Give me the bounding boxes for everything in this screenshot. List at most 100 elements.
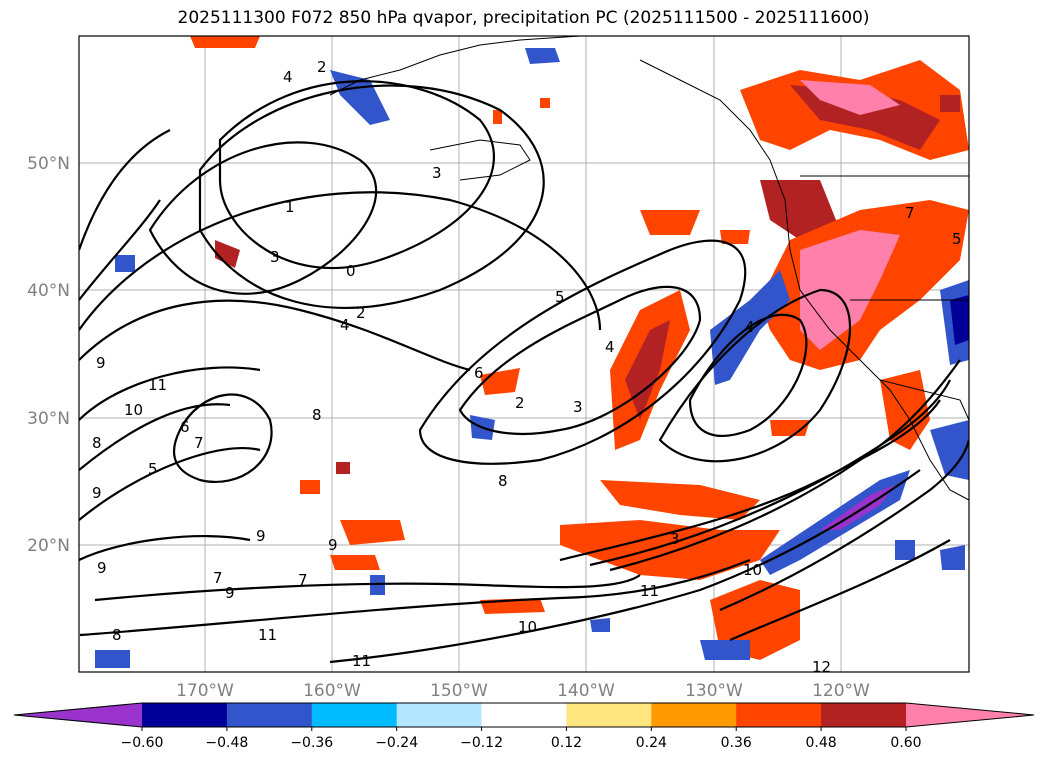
contour-label: 2 (317, 58, 327, 76)
contour-label: 3 (270, 248, 280, 266)
precip-area-blob-7 (940, 95, 960, 112)
precip-area-blob-1 (493, 110, 502, 124)
colorbar-segment (14, 703, 142, 727)
contour-label: 3 (573, 398, 583, 416)
precip-area-east-low (930, 420, 969, 480)
lat-label-30n: 30°N (27, 409, 70, 429)
colorbar-tick-label: −0.48 (205, 735, 248, 751)
colorbar-tick-label: −0.60 (121, 735, 164, 751)
precip-area-california-core (800, 230, 900, 350)
lon-label-160w: 160°W (303, 681, 361, 701)
precip-positive-areas (190, 36, 969, 660)
lon-label-150w: 150°W (430, 681, 488, 701)
colorbar-segment (142, 703, 228, 727)
precip-area-nw-pink (800, 80, 900, 115)
colorbar-segment (481, 703, 567, 727)
precip-area-top-neg (525, 48, 560, 64)
contour-label: 4 (340, 316, 350, 334)
precip-area-blob-4 (336, 462, 350, 474)
contour-label: 11 (258, 626, 277, 644)
colorbar-tick-label: −0.36 (290, 735, 333, 751)
contour-label: 9 (225, 584, 235, 602)
contour-label: 1 (285, 198, 295, 216)
precip-area-oregon (760, 180, 840, 240)
contour-labels: 4 2 3 1 3 0 2 4 5 4 6 2 3 8 9 11 10 8 6 … (92, 58, 962, 676)
colorbar-tick-label: −0.24 (375, 735, 418, 751)
contour-label: 9 (328, 536, 338, 554)
lon-label-170w: 170°W (176, 681, 234, 701)
precip-area-sw-neg (95, 650, 130, 668)
lon-label-130w: 130°W (685, 681, 743, 701)
precip-area-east-edge-core (950, 295, 969, 345)
contour-label: 3 (432, 164, 442, 182)
precip-area-blob-6 (720, 230, 750, 244)
contour-label: 11 (148, 376, 167, 394)
lon-label-140w: 140°W (557, 681, 615, 701)
precip-area-blob-5 (770, 420, 810, 436)
contour-label: 8 (498, 472, 508, 490)
precip-area-top (190, 36, 260, 48)
colorbar-tick-label: 0.60 (890, 735, 921, 751)
contour-label: 0 (346, 262, 356, 280)
colorbar-segment (736, 703, 822, 727)
lat-label-40n: 40°N (27, 281, 70, 301)
lat-label-20n: 20°N (27, 536, 70, 556)
contour-label: 8 (92, 434, 102, 452)
precip-area-mid-west-neg (370, 575, 385, 595)
contour-label: 8 (112, 626, 122, 644)
precip-area-se-neg (895, 540, 915, 560)
contour-label: 6 (474, 364, 484, 382)
contour-label: 7 (194, 434, 204, 452)
map-title: 2025111300 F072 850 hPa qvapor, precipit… (177, 8, 870, 28)
colorbar-tick-label: 0.48 (806, 735, 837, 751)
contour-label: 4 (745, 318, 755, 336)
lat-label-50n: 50°N (27, 154, 70, 174)
precip-area-subtropical (600, 480, 760, 520)
colorbar-segment (651, 703, 737, 727)
contour-label: 9 (97, 559, 107, 577)
precip-area-hawaii-2 (330, 555, 380, 570)
contour-label: 2 (356, 304, 366, 322)
contour-label: 7 (905, 204, 915, 222)
precip-area-west-neg (115, 255, 135, 272)
colorbar-segment (311, 703, 398, 727)
precip-area-blob-3 (300, 480, 320, 494)
precip-area-west (215, 240, 240, 268)
precip-area-trop-jet (560, 520, 780, 580)
precip-area-hawaii-1 (340, 520, 405, 545)
colorbar: −0.60 −0.48 −0.36 −0.24 −0.12 0.12 0.24 0.36 0.4… (13, 702, 1035, 751)
contour-label: 9 (96, 354, 106, 372)
precip-area-blob-2 (540, 98, 550, 108)
lon-label-120w: 120°W (812, 681, 870, 701)
colorbar-segment (396, 703, 483, 727)
colorbar-tick-label: 0.24 (636, 735, 667, 751)
precip-negative-areas (95, 48, 969, 668)
contour-label: 5 (952, 230, 962, 248)
contour-label: 4 (605, 338, 615, 356)
contour-label: 7 (213, 569, 223, 587)
precip-area-south-neg-2 (590, 618, 610, 632)
colorbar-tick-label: 0.36 (721, 735, 752, 751)
contour-label: 4 (283, 68, 293, 86)
precip-area-baja (880, 370, 930, 450)
latitude-labels: 50°N 40°N 30°N 20°N (27, 154, 70, 556)
contour-label: 11 (640, 582, 659, 600)
colorbar-tick-label: 0.12 (551, 735, 582, 751)
colorbar-segment (566, 703, 652, 727)
contour-label: 5 (555, 288, 565, 306)
contour-label: 6 (180, 418, 190, 436)
contour-label: 10 (518, 618, 537, 636)
contour-label: 10 (743, 561, 762, 579)
contour-label: 12 (812, 658, 831, 676)
contour-label: 11 (352, 652, 371, 670)
contour-label: 9 (92, 484, 102, 502)
contour-label: 7 (298, 571, 308, 589)
contour-label: 10 (124, 401, 143, 419)
qvapor-contours (79, 80, 969, 664)
colorbar-segment (821, 703, 907, 727)
contour-label: 5 (148, 460, 158, 478)
contour-label: 2 (515, 394, 525, 412)
precip-area-gulf (640, 210, 700, 235)
precip-area-trop-neg-core (820, 485, 895, 530)
